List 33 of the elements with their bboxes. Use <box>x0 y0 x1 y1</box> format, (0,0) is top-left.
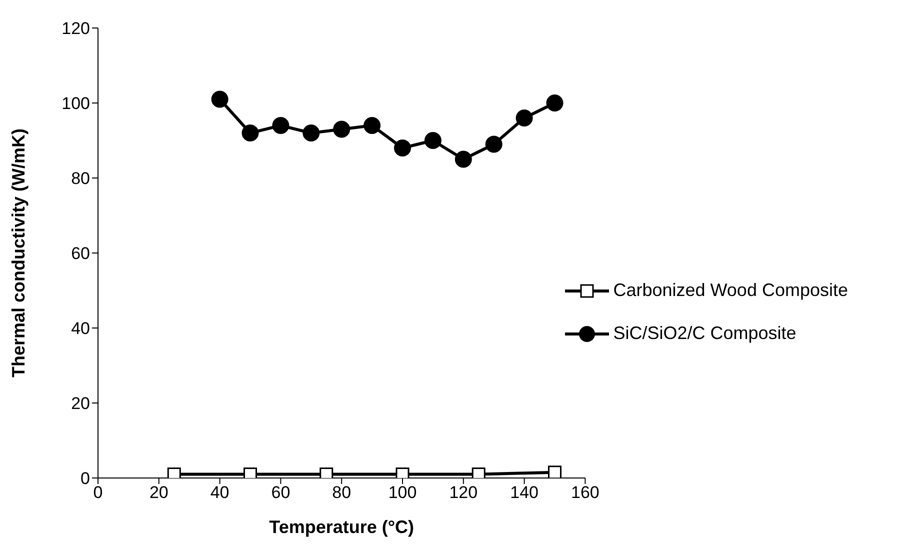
x-tick-label: 120 <box>449 483 478 502</box>
y-tick-label: 80 <box>71 169 90 188</box>
point <box>546 94 564 112</box>
x-tick-label: 40 <box>210 483 230 502</box>
point <box>394 140 411 156</box>
y-tick-label: 60 <box>71 244 90 264</box>
x-tick-label: 140 <box>510 483 538 502</box>
point <box>516 110 533 126</box>
x-axis-title: Temperature (°C) <box>269 516 414 537</box>
x-tick-label: 0 <box>93 483 103 502</box>
point <box>211 90 228 108</box>
point <box>272 117 290 134</box>
legend-label: SiC/SiO2/C Composite <box>613 323 796 344</box>
point <box>302 124 320 142</box>
y-tick-label: 100 <box>62 94 90 114</box>
x-tick-label: 160 <box>571 483 600 502</box>
x-tick-label: 80 <box>332 483 352 502</box>
x-tick-label: 60 <box>271 483 290 502</box>
y-axis-title: Thermal conductivity (W/mK) <box>8 128 28 378</box>
x-tick-label: 20 <box>149 483 168 502</box>
point <box>424 132 442 149</box>
point <box>364 117 381 134</box>
y-tick-label: 40 <box>71 319 90 338</box>
y-tick-label: 20 <box>71 394 90 414</box>
point <box>454 150 472 168</box>
point <box>242 124 259 142</box>
legend-label: Carbonized Wood Composite <box>613 280 848 301</box>
point <box>333 120 350 138</box>
y-tick-label: 0 <box>80 469 90 488</box>
x-tick-label: 100 <box>388 483 417 502</box>
y-tick-label: 120 <box>62 19 90 38</box>
point <box>485 136 502 153</box>
point <box>548 466 562 478</box>
